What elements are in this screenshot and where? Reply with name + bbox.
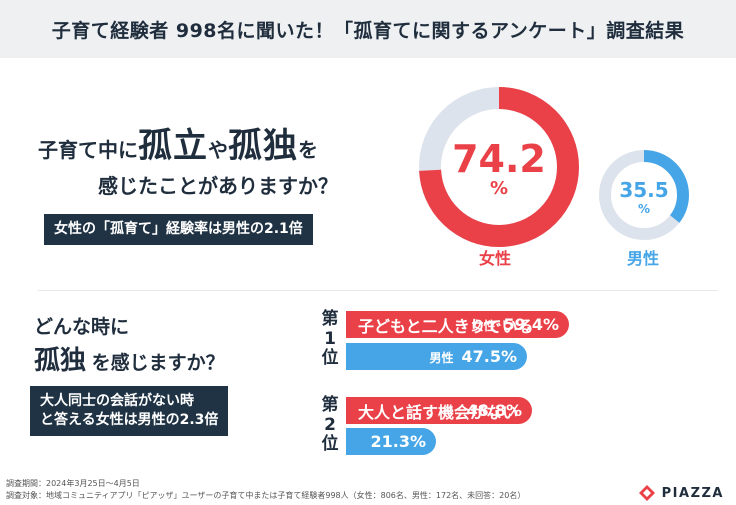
female-donut-arc (419, 87, 579, 247)
question2-callout-line1: 大人同士の会話がない時 (40, 393, 194, 409)
rank-char: 2 (324, 414, 336, 435)
bar1-value-group: 女性 59.4% (471, 315, 559, 334)
q1-text-3: や (208, 138, 228, 162)
female-donut-value: 74.2 (452, 137, 546, 181)
q1-text-5: を (298, 138, 318, 162)
question1-heading: 子育て中に孤立や孤独を (38, 118, 378, 167)
rank-char: 位 (321, 434, 339, 455)
q1-isolation: 孤立 (138, 126, 208, 166)
bar1-value: 59.4% (503, 315, 559, 334)
bar-female-rank2: 大人と話す機会がない 48.8% (346, 397, 532, 424)
bar3-value: 48.8% (466, 401, 522, 420)
bar3-category: 大人と話す機会がない (358, 402, 519, 422)
male-donut: 35.5 % (599, 150, 689, 240)
question2-line1: どんな時に (34, 316, 130, 338)
question2-line2: 孤独 を感じますか？ (34, 340, 225, 377)
bar2-value: 47.5% (461, 347, 517, 366)
page-title: 子育て経験者 998名に聞いた！「孤育てに関するアンケート」調査結果 (0, 0, 736, 58)
bar-female-rank1: 子どもと二人きりでいる 女性 59.4% (346, 311, 569, 338)
bar1-category: 子どもと二人きりでいる (358, 316, 534, 336)
question2-callout-line2: と答える女性は男性の2.3倍 (40, 411, 219, 428)
bar1-gender: 女性 (471, 319, 496, 333)
piazza-logo-icon (638, 485, 655, 501)
bar2-gender: 男性 (429, 351, 454, 365)
rank-char: 第 (321, 395, 339, 415)
bar4-value: 21.3% (370, 432, 426, 451)
male-donut-percent: % (638, 202, 650, 216)
bar-male-rank1: 男性 47.5% (346, 343, 527, 370)
q2-loneliness: 孤独 (34, 346, 87, 376)
female-donut: 74.2 % (419, 87, 579, 247)
q2-rest: を感じますか？ (91, 352, 225, 374)
q1-loneliness: 孤独 (228, 126, 298, 166)
question2-callout: 大人同士の会話がない時 と答える女性は男性の2.3倍 (30, 386, 229, 436)
female-donut-label: 女性 (479, 249, 512, 268)
q1-text-1: 子育て中に (38, 138, 138, 162)
rank-char: 1 (324, 328, 336, 349)
rank-char: 第 (321, 309, 339, 329)
question1-line2: 感じたことがありますか？ (98, 174, 338, 198)
piazza-logo-text: PIAZZA (661, 485, 724, 501)
section-divider (38, 290, 718, 291)
male-donut-value: 35.5 (619, 178, 668, 202)
piazza-logo: PIAZZA (638, 484, 724, 502)
male-donut-arc (599, 150, 689, 240)
rank-char: 位 (321, 348, 339, 369)
question1-callout: 女性の「孤育て」経験率は男性の2.1倍 (44, 214, 313, 245)
survey-period: 調査期間：2024年3月25日～4月5日 (6, 479, 140, 488)
bar2-value-group: 男性 47.5% (429, 347, 517, 366)
male-donut-label: 男性 (627, 249, 660, 268)
bar-male-rank2: 21.3% (346, 428, 436, 455)
survey-target: 調査対象：地域コミュニティアプリ「ピアッザ」ユーザーの子育て中または子育て経験者… (6, 491, 526, 500)
female-donut-percent: % (490, 178, 508, 199)
